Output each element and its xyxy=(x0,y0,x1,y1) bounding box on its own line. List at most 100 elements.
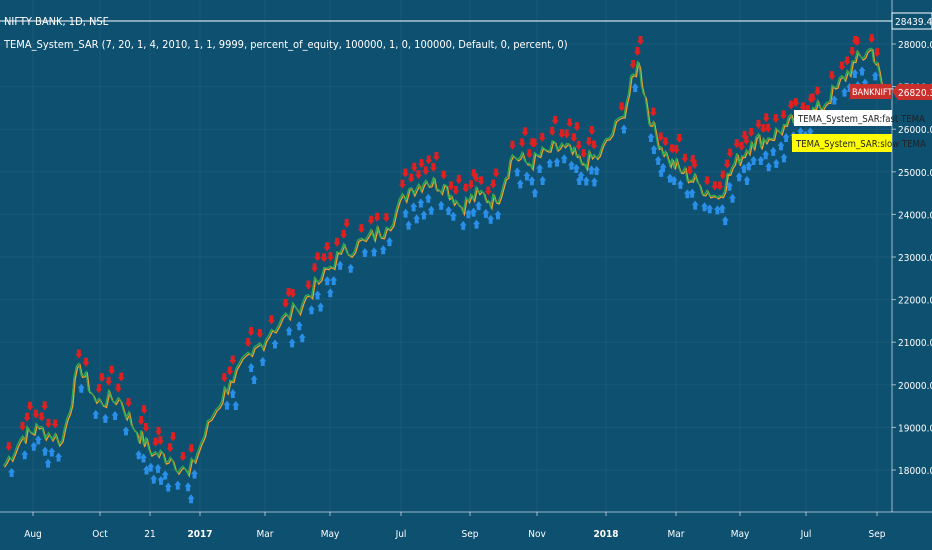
sell-arrow-icon xyxy=(114,383,122,393)
buy-arrow-icon xyxy=(487,214,495,224)
buy-arrow-icon xyxy=(797,127,805,137)
price-tick-label: 20000.00 xyxy=(898,381,932,392)
sell-arrow-icon xyxy=(343,218,351,228)
fast-tema-line xyxy=(2,47,885,477)
buy-arrow-icon xyxy=(765,162,773,172)
sell-arrow-icon xyxy=(873,48,881,58)
sell-arrow-icon xyxy=(447,181,455,191)
buy-arrow-icon xyxy=(772,158,780,168)
sell-arrow-icon xyxy=(311,263,319,273)
sell-arrow-icon xyxy=(5,442,13,452)
buy-arrow-icon xyxy=(361,247,369,257)
sell-arrow-icon xyxy=(521,127,529,137)
buy-arrow-icon xyxy=(437,200,445,210)
sell-arrow-icon xyxy=(799,102,807,112)
sell-arrow-icon xyxy=(538,132,546,142)
time-tick-label: Aug xyxy=(24,529,42,540)
buy-arrow-icon xyxy=(449,211,457,221)
sell-arrow-icon xyxy=(472,173,480,183)
sell-arrow-icon xyxy=(814,86,822,96)
buy-arrow-icon xyxy=(757,155,765,165)
sell-arrow-icon xyxy=(657,132,665,142)
buy-arrow-icon xyxy=(288,338,296,348)
buy-arrow-icon xyxy=(122,426,130,436)
sell-arrow-icon xyxy=(477,176,485,186)
sell-arrow-icon xyxy=(563,129,571,139)
sell-arrow-icon xyxy=(633,47,641,57)
buy-arrow-icon xyxy=(728,193,736,203)
buy-arrow-icon xyxy=(851,69,859,79)
buy-arrow-icon xyxy=(140,453,148,463)
time-tick-label: Mar xyxy=(668,529,685,540)
sell-arrow-icon xyxy=(220,373,228,383)
legend-slow: TEMA_System_SAR:slow TEMA xyxy=(792,134,926,152)
sell-arrow-icon xyxy=(548,126,556,136)
sell-arrow-icon xyxy=(691,159,699,169)
sell-arrow-icon xyxy=(226,366,234,376)
buy-arrow-icon xyxy=(587,165,595,175)
buy-arrow-icon xyxy=(688,188,696,198)
buy-arrow-icon xyxy=(593,165,601,175)
sell-arrow-icon xyxy=(32,409,40,419)
time-axis[interactable]: Aug Oct 21 2017 Mar May Jul Sep Nov 2018 Mar May Jul… xyxy=(24,512,886,540)
sell-arrow-icon xyxy=(723,159,731,169)
buy-arrow-icon xyxy=(582,176,590,186)
sell-arrow-icon xyxy=(440,170,448,180)
sell-arrow-icon xyxy=(155,426,163,436)
legend-fast: TEMA_System_SAR:fast TEMA xyxy=(794,110,925,126)
indicator-title[interactable]: TEMA_System_SAR (7, 20, 1, 4, 2010, 1, 1… xyxy=(3,38,568,51)
sell-arrow-icon xyxy=(733,139,741,149)
sell-arrow-icon xyxy=(508,140,516,150)
sell-arrow-icon xyxy=(320,253,328,263)
sell-arrow-icon xyxy=(156,436,164,446)
sell-arrow-icon xyxy=(759,124,767,134)
sell-arrow-icon xyxy=(19,421,27,431)
signal-markers xyxy=(5,34,882,504)
buy-arrow-icon xyxy=(417,198,425,208)
sell-arrow-icon xyxy=(618,102,626,112)
buy-arrow-icon xyxy=(271,339,279,349)
buy-arrow-icon xyxy=(513,167,521,177)
sell-arrow-icon xyxy=(41,401,49,411)
buy-arrow-icon xyxy=(41,446,49,456)
sell-arrow-icon xyxy=(764,123,772,133)
buy-arrow-icon xyxy=(539,175,547,185)
price-tick-label: 24000.00 xyxy=(898,210,932,221)
buy-arrow-icon xyxy=(750,156,758,166)
high-price-badge: 28439.40 xyxy=(891,12,932,30)
time-tick-label: Sep xyxy=(869,529,886,540)
buy-arrow-icon xyxy=(405,220,413,230)
buy-arrow-icon xyxy=(427,205,435,215)
buy-arrow-icon xyxy=(706,204,714,214)
buy-arrow-icon xyxy=(402,208,410,218)
sell-arrow-icon xyxy=(754,119,762,129)
buy-arrow-icon xyxy=(298,333,306,343)
sell-arrow-icon xyxy=(719,170,727,180)
time-tick-label: 2018 xyxy=(593,529,618,540)
buy-arrow-icon xyxy=(470,207,478,217)
price-scale[interactable]: 28000.0027000.0026000.0025000.0024000.00… xyxy=(892,40,932,477)
sell-arrow-icon xyxy=(492,168,500,178)
sell-arrow-icon xyxy=(244,338,252,348)
sell-arrow-icon xyxy=(558,129,566,139)
sell-arrow-icon xyxy=(636,36,644,46)
buy-arrow-icon xyxy=(147,462,155,472)
buy-arrow-icon xyxy=(410,202,418,212)
buy-arrow-icon xyxy=(590,177,598,187)
buy-arrow-icon xyxy=(191,469,199,479)
sell-arrow-icon xyxy=(525,149,533,159)
sell-arrow-icon xyxy=(716,181,724,191)
buy-arrow-icon xyxy=(229,388,237,398)
sell-arrow-icon xyxy=(590,140,598,150)
sell-arrow-icon xyxy=(304,280,312,290)
sell-arrow-icon xyxy=(772,114,780,124)
high-price-label: 28439.40 xyxy=(895,17,932,28)
sell-arrow-icon xyxy=(256,329,264,339)
buy-arrow-icon xyxy=(464,209,472,219)
buy-arrow-icon xyxy=(683,189,691,199)
time-tick-label: Oct xyxy=(92,529,108,540)
buy-arrow-icon xyxy=(560,154,568,164)
sell-arrow-icon xyxy=(98,373,106,383)
